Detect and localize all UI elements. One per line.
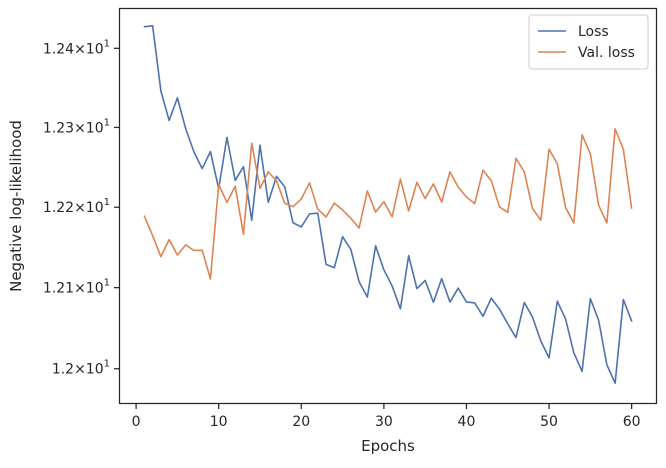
y-tick-label: 1.21×101 xyxy=(43,278,110,297)
x-tick-label: 0 xyxy=(132,414,141,430)
x-tick-label: 50 xyxy=(540,414,558,430)
x-tick-label: 60 xyxy=(623,414,641,430)
x-tick-label: 10 xyxy=(210,414,228,430)
y-tick-label: 1.23×101 xyxy=(43,117,110,136)
x-tick-label: 30 xyxy=(375,414,393,430)
y-axis-ticks: 1.2×101 1.21×101 1.22×101 1.23×101 1.24×101 xyxy=(43,38,120,378)
x-tick-label: 40 xyxy=(458,414,476,430)
series-lines xyxy=(143,25,633,384)
plot-area-frame xyxy=(118,7,658,405)
series-line-loss xyxy=(143,25,633,384)
legend-box xyxy=(528,14,649,70)
y-tick-label: 1.2×101 xyxy=(52,359,110,378)
legend: Loss Val. loss xyxy=(528,14,649,70)
y-tick-label: 1.22×101 xyxy=(43,197,110,216)
y-axis-label: Negative log-likelihood xyxy=(7,120,25,292)
series-line-val-loss xyxy=(143,128,633,280)
x-axis-ticks: 0 10 20 30 40 50 60 xyxy=(132,403,641,430)
x-axis-label: Epochs xyxy=(361,437,415,455)
x-tick-label: 20 xyxy=(292,414,310,430)
y-tick-label: 1.24×101 xyxy=(43,38,110,57)
legend-label: Loss xyxy=(578,24,609,40)
legend-label: Val. loss xyxy=(578,45,635,61)
